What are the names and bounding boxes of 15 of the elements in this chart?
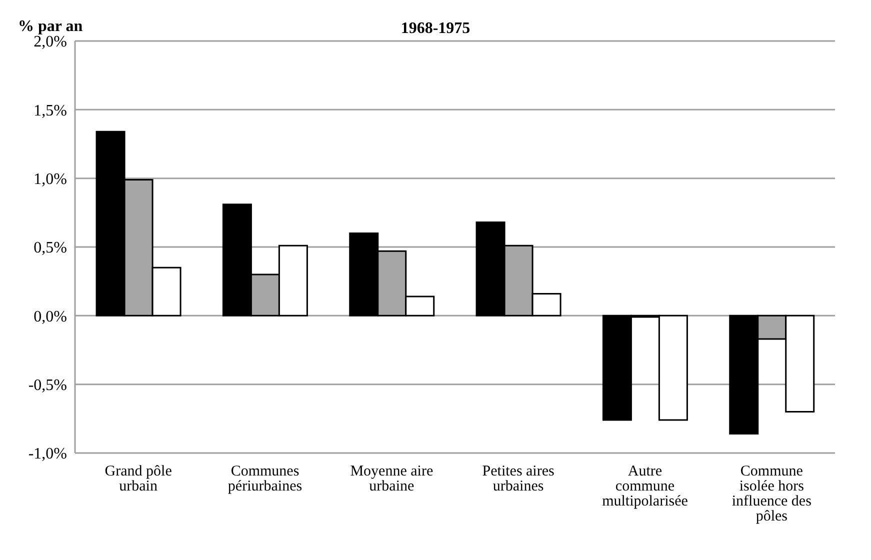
y-tick-label: 1,0% — [34, 171, 67, 188]
y-tick-label: 0,5% — [34, 240, 67, 257]
chart-title: 1968-1975 — [400, 20, 470, 37]
x-tick-label: Moyenne aire urbaine — [350, 464, 434, 495]
x-tick-label: Grand pôle urbain — [104, 464, 172, 495]
y-tick-label: 2,0% — [34, 34, 67, 51]
x-tick-label: Petites aires urbaines — [482, 464, 555, 495]
y-tick-label: 1,5% — [34, 102, 67, 120]
y-tick-label: -0,5% — [28, 377, 67, 394]
y-tick-label: -1,0% — [28, 446, 67, 463]
y-axis-title: % par an — [18, 18, 83, 36]
y-tick-label: 0,0% — [34, 308, 67, 326]
x-tick-label: Communes périurbaines — [228, 464, 302, 495]
x-tick-label: Autre commune multipolarisée — [602, 464, 688, 510]
x-tick-label: Commune isolée hors influence des pôles — [732, 464, 812, 525]
